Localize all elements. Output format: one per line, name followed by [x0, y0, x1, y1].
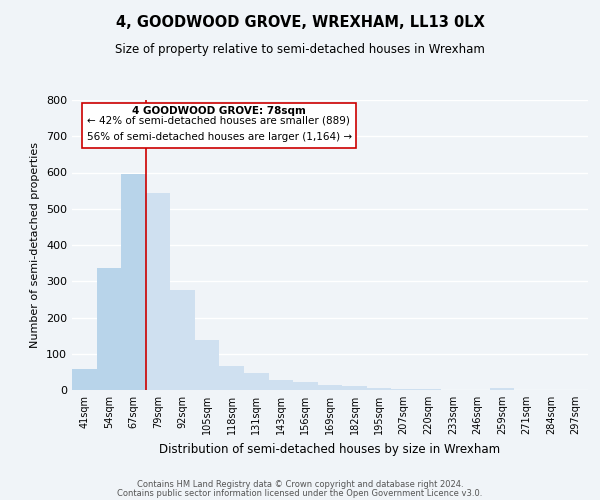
- Bar: [146, 193, 170, 390]
- Bar: [121, 174, 146, 390]
- Bar: [293, 382, 318, 390]
- Bar: [342, 386, 367, 390]
- Bar: [195, 340, 220, 390]
- FancyBboxPatch shape: [82, 103, 356, 148]
- Text: Contains public sector information licensed under the Open Government Licence v3: Contains public sector information licen…: [118, 489, 482, 498]
- Bar: [490, 388, 514, 390]
- Bar: [367, 388, 391, 390]
- Bar: [97, 268, 121, 390]
- Bar: [170, 290, 195, 390]
- Text: Size of property relative to semi-detached houses in Wrexham: Size of property relative to semi-detach…: [115, 42, 485, 56]
- Bar: [391, 389, 416, 390]
- Text: 4, GOODWOOD GROVE, WREXHAM, LL13 0LX: 4, GOODWOOD GROVE, WREXHAM, LL13 0LX: [116, 15, 484, 30]
- Bar: [318, 385, 342, 390]
- X-axis label: Distribution of semi-detached houses by size in Wrexham: Distribution of semi-detached houses by …: [160, 442, 500, 456]
- Text: Contains HM Land Registry data © Crown copyright and database right 2024.: Contains HM Land Registry data © Crown c…: [137, 480, 463, 489]
- Y-axis label: Number of semi-detached properties: Number of semi-detached properties: [31, 142, 40, 348]
- Text: 56% of semi-detached houses are larger (1,164) →: 56% of semi-detached houses are larger (…: [88, 132, 353, 141]
- Bar: [244, 374, 269, 390]
- Bar: [72, 370, 97, 390]
- Text: ← 42% of semi-detached houses are smaller (889): ← 42% of semi-detached houses are smalle…: [88, 116, 350, 126]
- Text: 4 GOODWOOD GROVE: 78sqm: 4 GOODWOOD GROVE: 78sqm: [132, 106, 306, 116]
- Bar: [220, 366, 244, 390]
- Bar: [269, 380, 293, 390]
